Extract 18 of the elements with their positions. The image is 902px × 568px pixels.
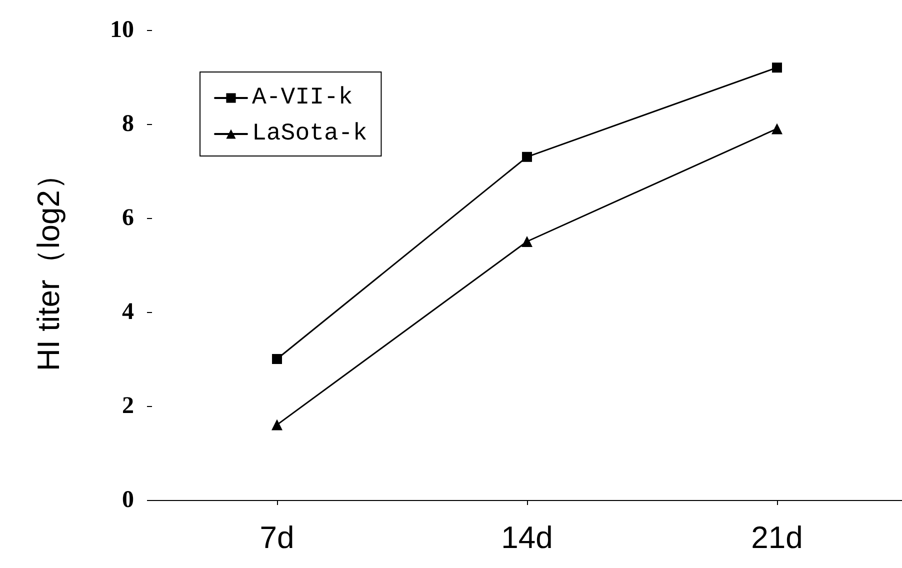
x-tick-label: 21d: [751, 520, 803, 555]
point: [772, 123, 782, 134]
x-tick-label: 7d: [260, 520, 294, 555]
y-tick-label: 4: [122, 299, 134, 325]
y-tick-label: 8: [122, 111, 134, 137]
point: [772, 62, 782, 73]
x-tick-label: 14d: [501, 520, 553, 555]
legend-label: A-VII-k: [252, 84, 353, 112]
y-axis-title: HI titer（log2）: [31, 159, 66, 371]
y-tick-label: 6: [122, 205, 134, 231]
point: [522, 236, 532, 247]
legend-label: LaSota-k: [252, 120, 368, 148]
y-tick-label: 0: [122, 487, 134, 513]
y-tick-label: 10: [110, 17, 134, 43]
point: [272, 354, 282, 364]
point: [522, 152, 532, 162]
point: [272, 419, 282, 430]
y-tick-label: 2: [122, 393, 134, 419]
